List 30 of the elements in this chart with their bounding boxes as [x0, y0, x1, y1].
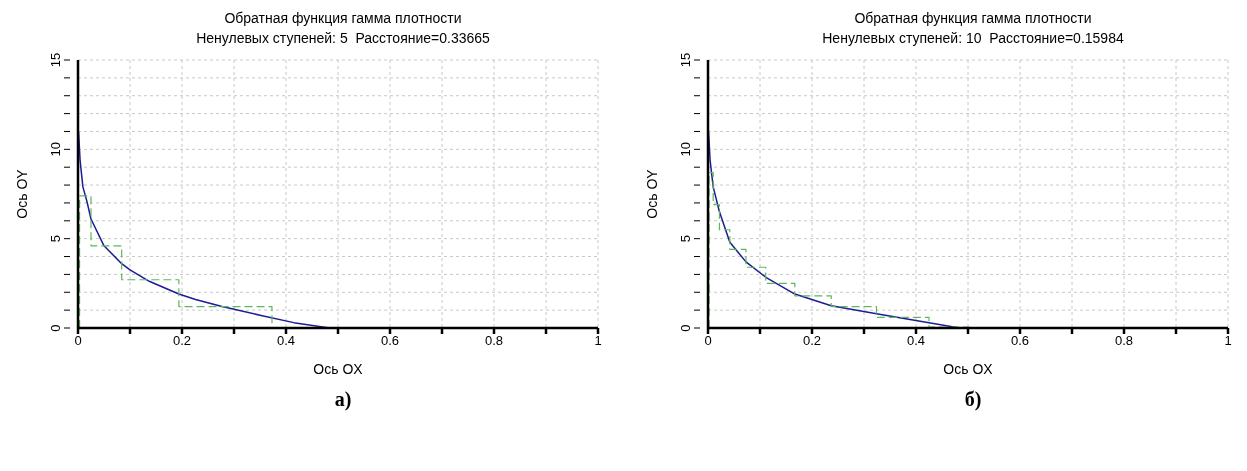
x-axis-title: Ось OX [943, 361, 994, 377]
x-tick-label: 0 [74, 333, 82, 349]
x-tick-label: 0.4 [276, 333, 296, 349]
x-tick-label: 0.8 [484, 333, 504, 349]
y-axis-title: Ось OY [643, 168, 660, 219]
x-tick-label: 0.4 [906, 333, 926, 349]
x-tick-label: 0.8 [1114, 333, 1134, 349]
chart-subtitle: Ненулевых ступеней: 5 Расстояние=0.33665 [195, 29, 491, 48]
y-tick-label: 10 [48, 142, 63, 157]
y-tick-label: 5 [678, 235, 693, 243]
text: б) [963, 388, 983, 411]
y-tick-label: 5 [48, 235, 63, 243]
x-tick-label: 1 [594, 333, 602, 349]
y-axis-title: Ось OY [13, 168, 30, 219]
x-tick-label: 0 [704, 333, 712, 349]
x-tick-label: 0.6 [1010, 333, 1030, 349]
text: а) [333, 388, 353, 411]
chart-subtitle: Ненулевых ступеней: 10 Расстояние=0.15984 [821, 29, 1125, 48]
y-tick-label: 10 [678, 142, 693, 157]
x-tick-label: 1 [1224, 333, 1232, 349]
x-tick-label: 0.2 [172, 333, 192, 349]
y-tick-label: 15 [678, 52, 693, 68]
x-tick-label: 0.2 [802, 333, 822, 349]
x-axis-title: Ось OX [313, 361, 364, 377]
y-tick-label: 15 [48, 52, 63, 68]
chart-title: Обратная функция гамма плотности [853, 9, 1093, 28]
chart-title: Обратная функция гамма плотности [223, 9, 463, 28]
y-tick-label: 0 [678, 324, 693, 332]
y-tick-label: 0 [48, 324, 63, 332]
x-tick-label: 0.6 [380, 333, 400, 349]
